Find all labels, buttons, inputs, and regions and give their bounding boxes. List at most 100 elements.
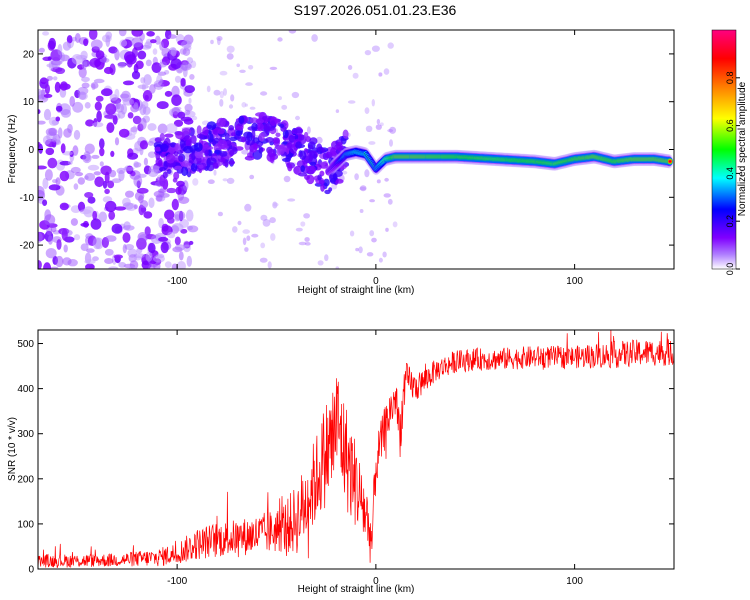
heatmap-cell (241, 149, 249, 155)
heatmap-cell (304, 242, 311, 246)
colorbar-tick-label: 0.6 (725, 119, 735, 132)
heatmap-cell (92, 237, 102, 250)
heatmap-cell (210, 39, 214, 45)
heatmap-cell (212, 162, 219, 169)
heatmap-cell (328, 187, 333, 192)
heatmap-x-axis-label: Height of straight line (km) (298, 285, 415, 296)
heatmap-cell (143, 74, 152, 86)
heatmap-cell (90, 82, 99, 89)
colorbar-gradient (711, 29, 737, 270)
heatmap-cell (251, 233, 259, 238)
heatmap-x-tick-label: -100 (167, 276, 187, 287)
heatmap-cell (160, 241, 169, 254)
heatmap-cell (239, 69, 246, 74)
heatmap-cell (316, 143, 323, 153)
heatmap-cell (107, 180, 115, 189)
heatmap-cell (131, 70, 141, 80)
heatmap-cell (185, 62, 192, 69)
heatmap-cell (249, 174, 255, 180)
heatmap-cell (182, 47, 191, 57)
heatmap-cell (111, 178, 122, 184)
heatmap-cell (248, 65, 254, 70)
heatmap-cell (183, 118, 194, 125)
heatmap-cell (185, 110, 196, 118)
heatmap-cell (145, 251, 153, 262)
snr-plot-area (38, 330, 674, 569)
heatmap-cell (246, 235, 251, 241)
heatmap-cell (245, 135, 250, 146)
heatmap-cell (262, 219, 271, 227)
heatmap-cell (119, 93, 130, 99)
heatmap-cell (216, 117, 226, 128)
heatmap-cell (245, 82, 253, 86)
heatmap-cell (127, 152, 139, 160)
heatmap-cell (47, 56, 52, 61)
heatmap-cell (38, 143, 43, 154)
heatmap-cell (137, 50, 147, 60)
heatmap-cell (88, 30, 98, 40)
heatmap-cell (384, 177, 389, 182)
snr-frame (37, 329, 675, 570)
heatmap-cell (369, 230, 375, 237)
heatmap-cell (364, 169, 370, 178)
heatmap-cell (171, 198, 179, 211)
heatmap-cell (38, 165, 47, 170)
heatmap-cell (173, 119, 184, 127)
heatmap-cell (368, 141, 376, 145)
heatmap-cell (273, 202, 279, 207)
heatmap-cell (181, 61, 188, 72)
heatmap-cell (178, 251, 184, 261)
heatmap-cell (111, 223, 123, 234)
heatmap-cell (275, 132, 281, 137)
heatmap-cell (85, 119, 95, 127)
heatmap-cell (99, 57, 110, 63)
heatmap-cell (72, 101, 84, 113)
heatmap-cell (81, 82, 90, 89)
heatmap-cell (54, 81, 61, 93)
heatmap-cell (73, 129, 81, 140)
heatmap-cell (338, 164, 347, 170)
heatmap-cell (63, 244, 68, 253)
heatmap-cell (129, 265, 136, 269)
heatmap-y-axis-label: Frequency (Hz) (7, 115, 18, 184)
heatmap-cell (222, 178, 228, 182)
heatmap-cell (222, 161, 229, 167)
heatmap-cell (48, 184, 61, 191)
heatmap-x-ticks: -100 0 100 (167, 30, 583, 287)
heatmap-cell (175, 186, 182, 195)
heatmap-cell (392, 221, 398, 228)
heatmap-cell (50, 60, 63, 66)
snr-x-ticks: -100 0 100 (167, 330, 583, 587)
heatmap-cell (300, 221, 306, 227)
snr-x-axis-label: Height of straight line (km) (298, 584, 415, 595)
heatmap-cell (303, 213, 310, 219)
heatmap-cell (311, 34, 318, 42)
heatmap-cell (116, 100, 121, 110)
heatmap-cell (148, 263, 156, 269)
snr-series-line (38, 330, 674, 569)
snr-x-tick-label: 0 (373, 576, 379, 587)
heatmap-cell (198, 164, 204, 169)
heatmap-cell (256, 118, 265, 124)
heatmap-cell (85, 263, 95, 269)
heatmap-cell (101, 88, 113, 97)
heatmap-cell (183, 240, 190, 247)
heatmap-cell (131, 30, 143, 37)
heatmap-cell (219, 90, 224, 99)
heatmap-cell (117, 62, 126, 69)
heatmap-cell (237, 220, 242, 226)
heatmap-y-tick-label: 0 (28, 145, 34, 156)
heatmap-cell (74, 33, 81, 43)
heatmap-cell (324, 254, 329, 262)
heatmap-cell (42, 177, 49, 190)
heatmap-cell (99, 147, 105, 157)
heatmap-cell (347, 65, 353, 70)
colorbar-ticks: 0.0 0.2 0.4 0.6 0.8 (725, 72, 740, 275)
heatmap-cell (300, 165, 306, 173)
heatmap-cell (272, 137, 281, 144)
heatmap-cell (158, 61, 167, 68)
colorbar-tick-label: 0.8 (725, 72, 735, 85)
heatmap-cell (157, 188, 167, 193)
heatmap-cell (118, 169, 125, 182)
